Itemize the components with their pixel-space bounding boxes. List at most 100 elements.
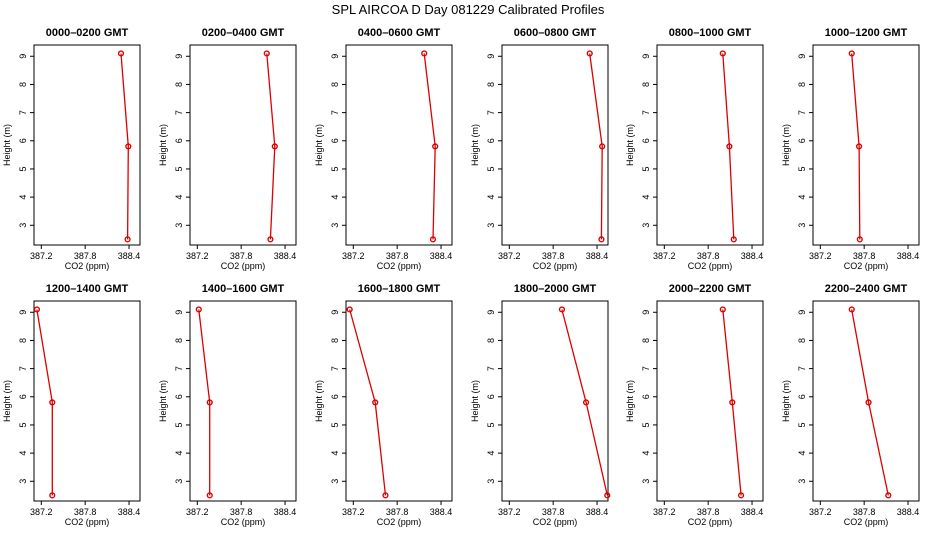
- y-tick-label: 6: [174, 138, 184, 143]
- y-tick-label: 9: [174, 54, 184, 59]
- y-tick-label: 4: [174, 451, 184, 456]
- y-tick-label: 9: [486, 54, 496, 59]
- plot-frame: [189, 300, 297, 502]
- y-tick-label: 8: [486, 82, 496, 87]
- x-tick-label: 387.8: [853, 251, 876, 261]
- panel-5: 0800–1000 GMT 387.2 387.8 388.4 CO2 (ppm) 3 4 5…: [625, 27, 764, 271]
- y-tick-label: 9: [330, 310, 340, 315]
- y-tick-label: 9: [330, 54, 340, 59]
- plot-frame: [812, 300, 920, 502]
- data-point: [206, 399, 213, 406]
- data-point: [267, 236, 274, 243]
- profile-line: [349, 309, 387, 496]
- y-tick-label: 3: [486, 223, 496, 228]
- data-point: [421, 50, 428, 57]
- y-tick-label: 8: [641, 338, 651, 343]
- data-point: [599, 143, 606, 150]
- y-tick-label: 6: [641, 394, 651, 399]
- y-tick-label: 5: [18, 422, 28, 427]
- y-axis-label: Height (m): [781, 380, 791, 422]
- y-tick-label: 3: [797, 479, 807, 484]
- x-tick-label: 387.8: [697, 507, 720, 517]
- y-tick-label: 9: [486, 310, 496, 315]
- x-tick-label: 387.2: [30, 251, 53, 261]
- panel-1: 0000–0200 GMT 387.2 387.8 388.4 CO2 (ppm) 3 4 5…: [2, 27, 141, 271]
- y-tick-label: 5: [486, 422, 496, 427]
- x-tick-label: 387.8: [74, 251, 97, 261]
- y-tick-label: 4: [641, 195, 651, 200]
- profile-line: [851, 53, 861, 240]
- y-tick-label: 8: [18, 338, 28, 343]
- y-tick-label: 6: [486, 138, 496, 143]
- y-tick-label: 9: [797, 310, 807, 315]
- y-tick-label: 5: [641, 422, 651, 427]
- x-tick-label: 387.8: [74, 507, 97, 517]
- data-point: [586, 50, 593, 57]
- y-tick-label: 3: [174, 223, 184, 228]
- y-axis-label: Height (m): [625, 380, 635, 422]
- plot-frame: [656, 300, 764, 502]
- data-point: [33, 306, 41, 313]
- data-point: [117, 50, 125, 57]
- y-tick-label: 7: [330, 366, 340, 371]
- y-tick-label: 8: [174, 338, 184, 343]
- x-axis-label: CO2 (ppm): [221, 517, 266, 527]
- data-point: [865, 399, 872, 406]
- y-tick-label: 6: [797, 394, 807, 399]
- y-tick-label: 3: [330, 479, 340, 484]
- x-tick-label: 387.2: [809, 251, 832, 261]
- panel-3: 0400–0600 GMT 387.2 387.8 388.4 CO2 (ppm) 3 4 5…: [314, 27, 453, 271]
- panel-title: 0800–1000 GMT: [669, 27, 752, 39]
- y-tick-label: 8: [486, 338, 496, 343]
- y-tick-label: 6: [18, 138, 28, 143]
- y-tick-label: 5: [797, 166, 807, 171]
- x-axis-label: CO2 (ppm): [65, 261, 110, 271]
- x-tick-label: 387.8: [230, 507, 253, 517]
- y-tick-label: 5: [641, 166, 651, 171]
- profile-line: [722, 53, 735, 240]
- y-tick-label: 7: [486, 366, 496, 371]
- y-tick-label: 7: [486, 110, 496, 115]
- x-tick-label: 388.4: [897, 251, 920, 261]
- panel-7: 1200–1400 GMT 387.2 387.8 388.4 CO2 (ppm) 3 4 5…: [2, 283, 141, 527]
- y-tick-label: 3: [486, 479, 496, 484]
- y-axis-label: Height (m): [781, 124, 791, 166]
- y-axis-label: Height (m): [158, 380, 168, 422]
- y-tick-label: 8: [641, 82, 651, 87]
- plot-frame: [501, 300, 609, 502]
- data-point: [195, 306, 202, 313]
- x-tick-label: 387.2: [342, 251, 365, 261]
- panel-title: 0000–0200 GMT: [46, 27, 129, 39]
- data-point: [206, 492, 213, 499]
- y-tick-label: 4: [797, 451, 807, 456]
- profile-line: [851, 309, 889, 496]
- x-tick-label: 387.2: [809, 507, 832, 517]
- profile-line: [589, 53, 603, 240]
- panel-9: 1600–1800 GMT 387.2 387.8 388.4 CO2 (ppm) 3 4 5…: [314, 283, 453, 527]
- x-axis-label: CO2 (ppm): [688, 261, 733, 271]
- data-point: [848, 50, 855, 57]
- panel-10: 1800–2000 GMT 387.2 387.8 388.4 CO2 (ppm) 3 4 5…: [470, 283, 611, 527]
- y-axis-label: Height (m): [314, 380, 324, 422]
- y-tick-label: 4: [641, 451, 651, 456]
- y-axis-label: Height (m): [470, 380, 480, 422]
- y-tick-label: 9: [18, 54, 28, 59]
- y-tick-label: 3: [330, 223, 340, 228]
- y-tick-label: 6: [330, 394, 340, 399]
- plot-frame: [656, 44, 764, 246]
- y-tick-label: 4: [330, 195, 340, 200]
- panel-title: 1000–1200 GMT: [825, 27, 908, 39]
- panel-2: 0200–0400 GMT 387.2 387.8 388.4 CO2 (ppm) 3 4 5…: [158, 27, 297, 271]
- plot-frame: [33, 44, 141, 246]
- x-axis-label: CO2 (ppm): [688, 517, 733, 527]
- x-tick-label: 387.2: [30, 507, 53, 517]
- x-tick-label: 388.4: [741, 251, 764, 261]
- y-tick-label: 8: [797, 82, 807, 87]
- x-tick-label: 387.2: [653, 251, 676, 261]
- profile-line: [561, 309, 608, 496]
- y-axis-label: Height (m): [314, 124, 324, 166]
- y-tick-label: 6: [486, 394, 496, 399]
- panel-11: 2000–2200 GMT 387.2 387.8 388.4 CO2 (ppm) 3 4 5…: [625, 283, 764, 527]
- y-axis-label: Height (m): [158, 124, 168, 166]
